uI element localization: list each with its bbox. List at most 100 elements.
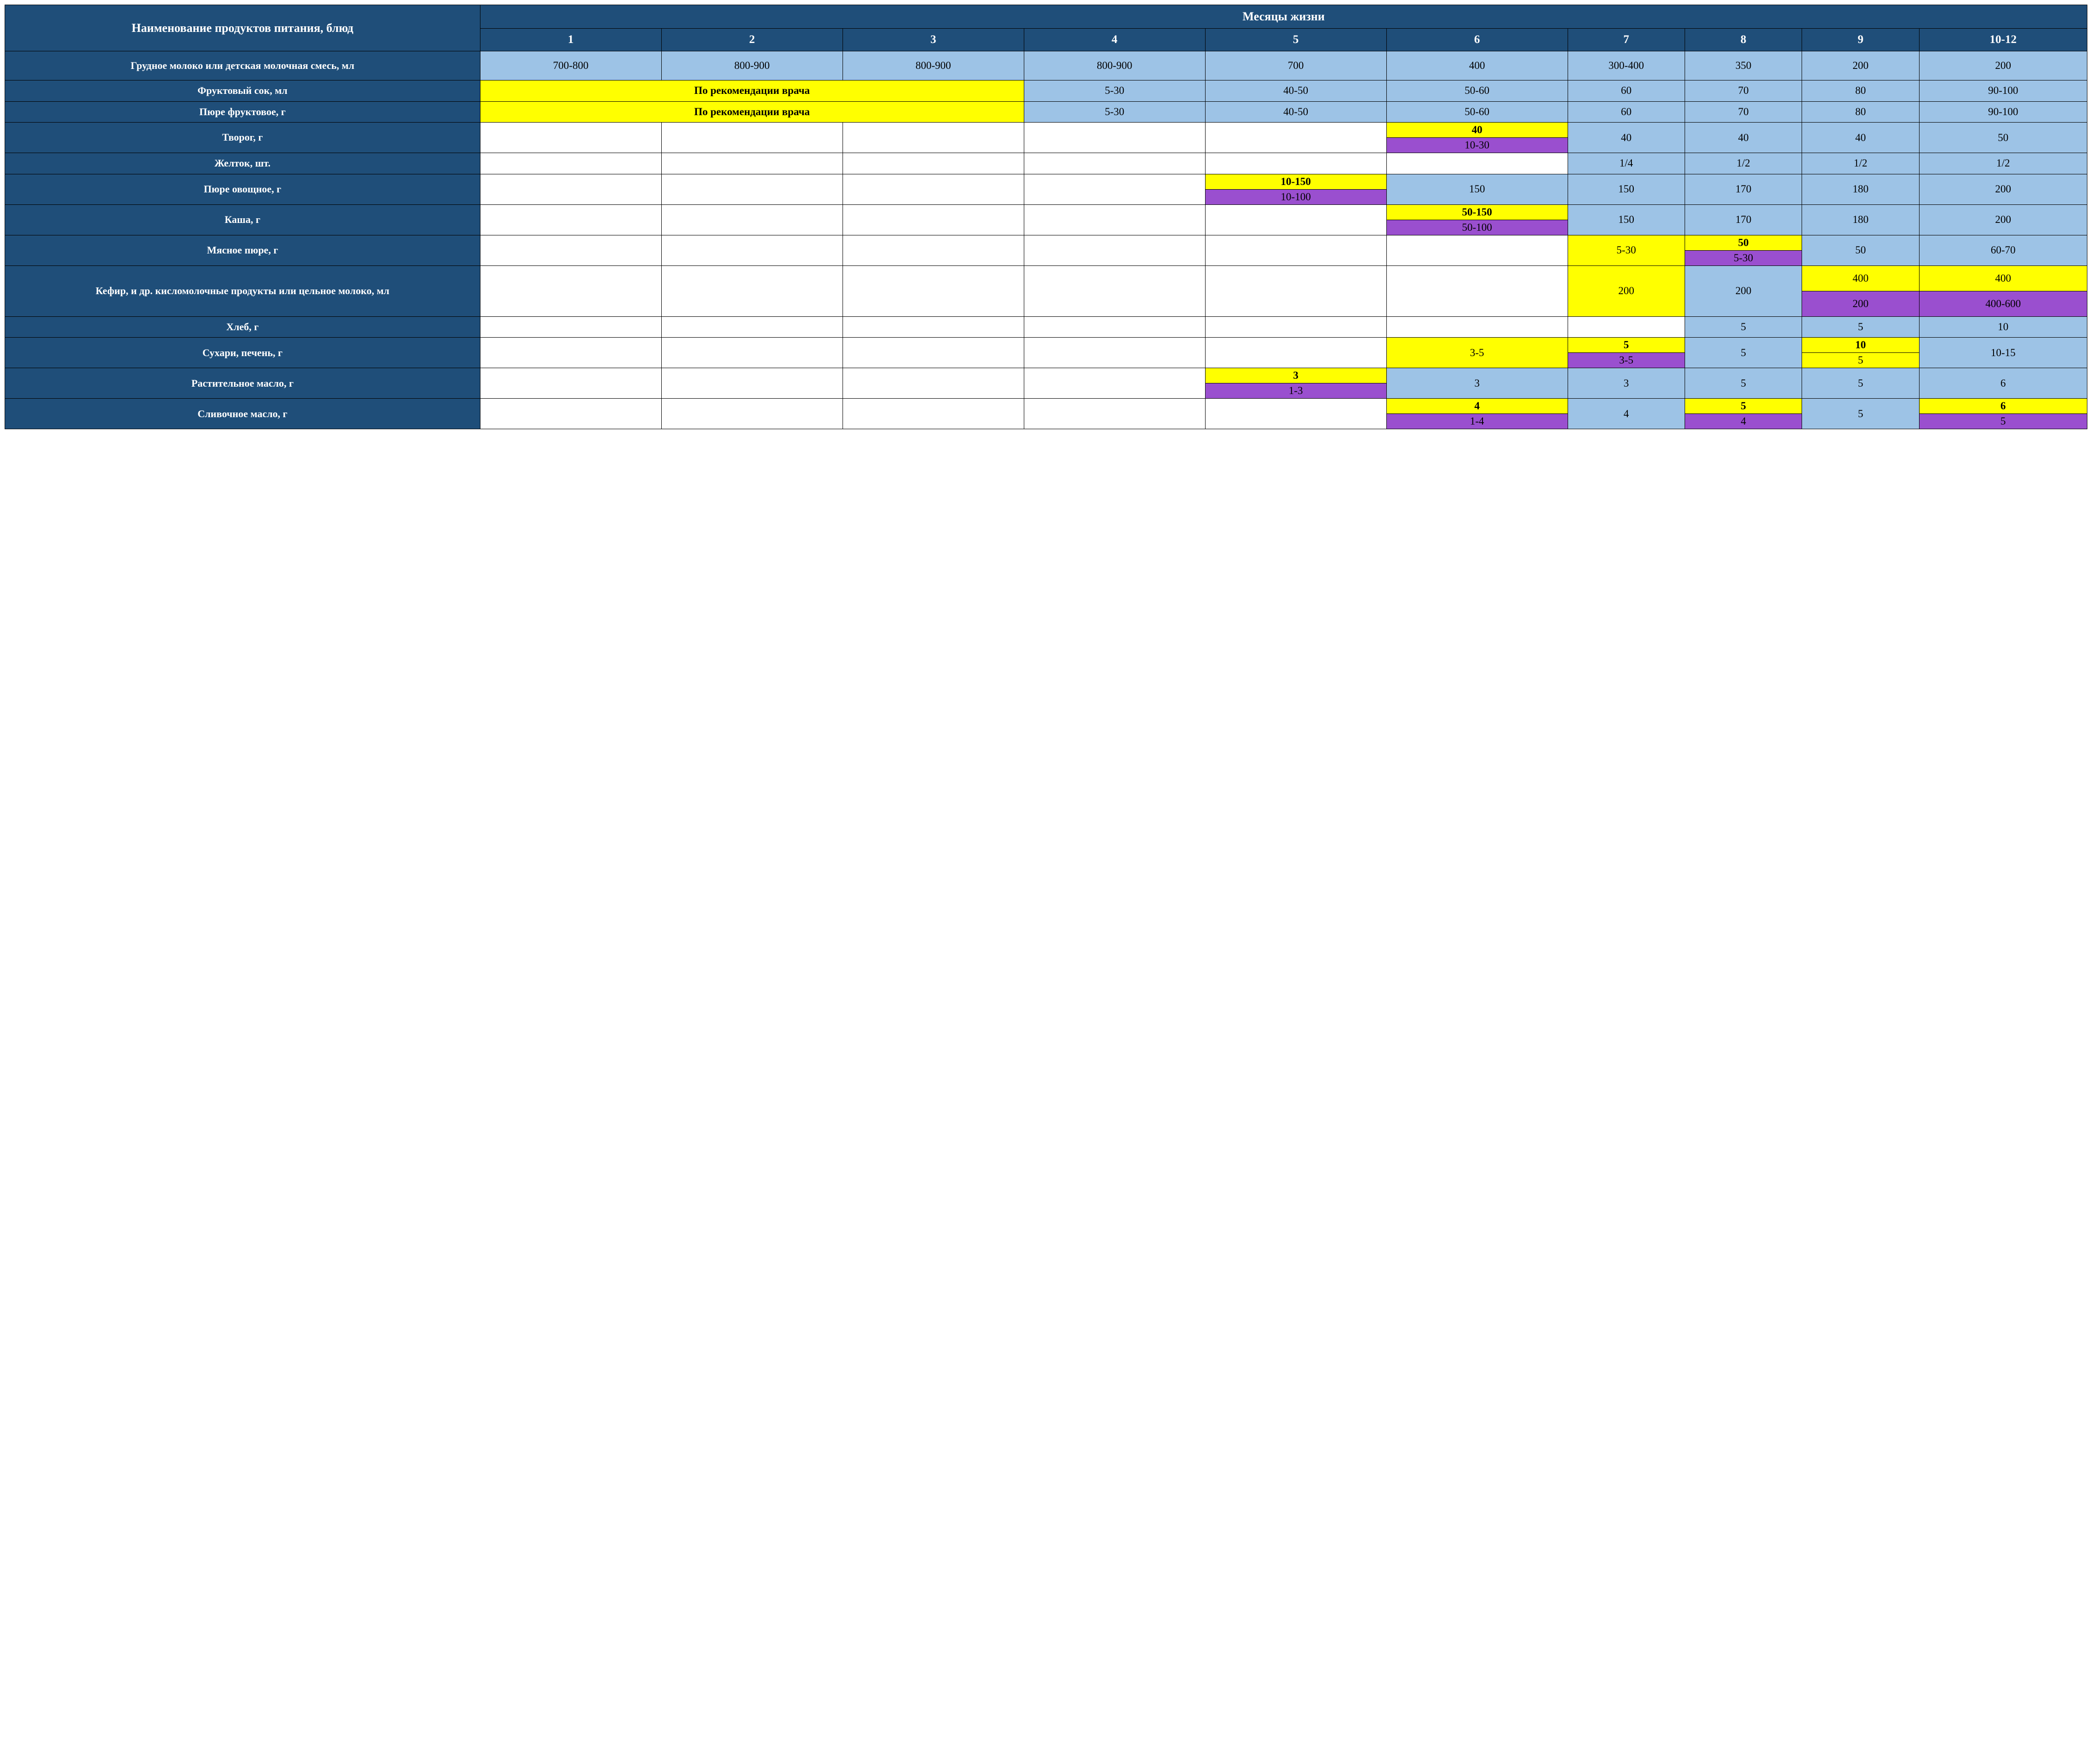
months-header: Месяцы жизни [480,5,2087,29]
yolk-m7: 1/4 [1568,153,1685,174]
vegoil-m3 [843,368,1024,399]
meat-m5 [1205,235,1386,265]
bread-m10: 10 [1919,316,2087,338]
month-4: 4 [1024,29,1205,51]
butter-m1 [480,399,661,429]
crackers-m7-bottom: 3-5 [1568,353,1685,368]
juice-m7: 60 [1568,80,1685,102]
milk-m3: 800-900 [843,51,1024,80]
meat-m4 [1024,235,1205,265]
crackers-m5 [1205,338,1386,368]
kefir-m10-top: 400 [1919,265,2087,291]
month-10-12: 10-12 [1919,29,2087,51]
tvorog-m6-bottom: 10-30 [1386,138,1568,153]
veg-m5-bottom: 10-100 [1205,189,1386,204]
row-kasha-top: Каша, г 50-150 150 170 180 200 [5,204,2087,220]
meat-m7: 5-30 [1568,235,1685,265]
juice-m10: 90-100 [1919,80,2087,102]
kefir-m10-bottom: 400-600 [1919,291,2087,316]
vegoil-m7: 3 [1568,368,1685,399]
meat-m6 [1386,235,1568,265]
veg-m4 [1024,174,1205,204]
meat-m8-top: 50 [1685,235,1802,250]
meat-m2 [661,235,843,265]
juice-doctor: По рекомендации врача [480,80,1024,102]
vegoil-m6: 3 [1386,368,1568,399]
kasha-m4 [1024,204,1205,235]
kasha-m5 [1205,204,1386,235]
meat-m8-bottom: 5-30 [1685,250,1802,265]
tvorog-m9: 40 [1802,123,1919,153]
milk-m10: 200 [1919,51,2087,80]
veg-m5-top: 10-150 [1205,174,1386,189]
crackers-m2 [661,338,843,368]
veg-m1 [480,174,661,204]
bread-m6 [1386,316,1568,338]
rowlabel-header: Наименование продуктов питания, блюд [5,5,480,51]
label-kefir: Кефир, и др. кисломолочные продукты или … [5,265,480,316]
veg-m10: 200 [1919,174,2087,204]
yolk-m4 [1024,153,1205,174]
month-1: 1 [480,29,661,51]
fruit-m6: 50-60 [1386,101,1568,123]
veg-m2 [661,174,843,204]
crackers-m6: 3-5 [1386,338,1568,368]
label-vegoil: Растительное масло, г [5,368,480,399]
kefir-m2 [661,265,843,316]
label-fruit-puree: Пюре фруктовое, г [5,101,480,123]
veg-m7: 150 [1568,174,1685,204]
month-5: 5 [1205,29,1386,51]
kasha-m10: 200 [1919,204,2087,235]
fruit-doctor: По рекомендации врача [480,101,1024,123]
milk-m1: 700-800 [480,51,661,80]
crackers-m7-top: 5 [1568,338,1685,353]
label-bread: Хлеб, г [5,316,480,338]
crackers-m9-top: 10 [1802,338,1919,353]
bread-m2 [661,316,843,338]
header-row-1: Наименование продуктов питания, блюд Мес… [5,5,2087,29]
vegoil-m2 [661,368,843,399]
month-2: 2 [661,29,843,51]
label-veg: Пюре овощное, г [5,174,480,204]
vegoil-m10: 6 [1919,368,2087,399]
butter-m4 [1024,399,1205,429]
kasha-m2 [661,204,843,235]
butter-m2 [661,399,843,429]
kefir-m6 [1386,265,1568,316]
kefir-m9-bottom: 200 [1802,291,1919,316]
yolk-m9: 1/2 [1802,153,1919,174]
crackers-m10: 10-15 [1919,338,2087,368]
butter-m6-bottom: 1-4 [1386,414,1568,429]
row-fruit-puree: Пюре фруктовое, г По рекомендации врача … [5,101,2087,123]
label-yolk: Желток, шт. [5,153,480,174]
butter-m8-top: 5 [1685,399,1802,414]
butter-m8-bottom: 4 [1685,414,1802,429]
row-bread: Хлеб, г 5 5 10 [5,316,2087,338]
butter-m6-top: 4 [1386,399,1568,414]
yolk-m8: 1/2 [1685,153,1802,174]
kefir-m3 [843,265,1024,316]
yolk-m5 [1205,153,1386,174]
fruit-m5: 40-50 [1205,101,1386,123]
tvorog-m8: 40 [1685,123,1802,153]
label-meat: Мясное пюре, г [5,235,480,265]
meat-m3 [843,235,1024,265]
row-tvorog-top: Творог, г 40 40 40 40 50 [5,123,2087,138]
bread-m1 [480,316,661,338]
butter-m7: 4 [1568,399,1685,429]
bread-m7 [1568,316,1685,338]
yolk-m3 [843,153,1024,174]
kefir-m1 [480,265,661,316]
kefir-m5 [1205,265,1386,316]
crackers-m1 [480,338,661,368]
row-yolk: Желток, шт. 1/4 1/2 1/2 1/2 [5,153,2087,174]
label-tvorog: Творог, г [5,123,480,153]
row-veg-top: Пюре овощное, г 10-150 150 150 170 180 2… [5,174,2087,189]
veg-m9: 180 [1802,174,1919,204]
tvorog-m1 [480,123,661,153]
vegoil-m5-top: 3 [1205,368,1386,383]
yolk-m6 [1386,153,1568,174]
milk-m4: 800-900 [1024,51,1205,80]
feeding-schedule-table: Наименование продуктов питания, блюд Мес… [5,5,2087,429]
fruit-m10: 90-100 [1919,101,2087,123]
